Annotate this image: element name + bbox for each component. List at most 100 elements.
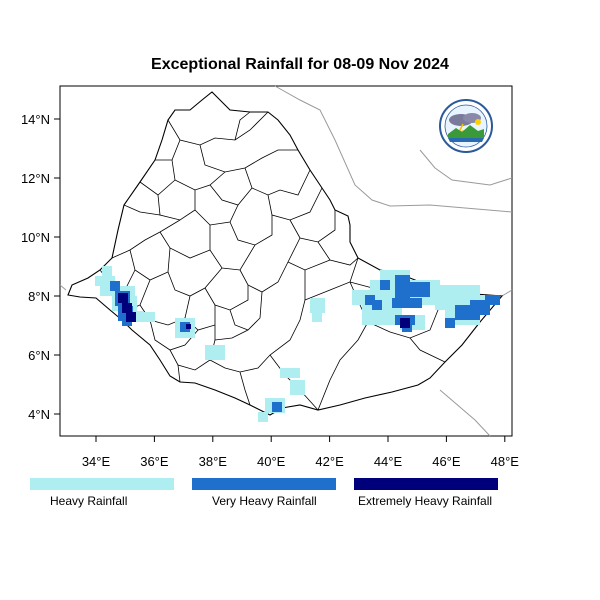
very-heavy-rainfall-cell <box>412 298 417 303</box>
heavy-rainfall-cell <box>110 276 115 281</box>
heavy-rainfall-cell <box>130 291 135 296</box>
very-heavy-rainfall-cell <box>277 407 282 412</box>
heavy-rainfall-cell <box>220 350 225 355</box>
heavy-rainfall-cell <box>205 350 210 355</box>
extremely-heavy-rainfall-cell <box>127 303 132 308</box>
heavy-rainfall-cell <box>450 300 455 305</box>
x-tick-label: 40°E <box>257 454 286 469</box>
very-heavy-rainfall-cell <box>415 292 420 297</box>
very-heavy-rainfall-cell <box>417 298 422 303</box>
very-heavy-rainfall-cell <box>455 310 460 315</box>
y-tick-label: 8°N <box>28 289 50 304</box>
heavy-rainfall-cell <box>445 310 450 315</box>
very-heavy-rainfall-cell <box>400 285 405 290</box>
heavy-rainfall-cell <box>150 312 155 317</box>
very-heavy-rainfall-cell <box>115 286 120 291</box>
heavy-rainfall-cell <box>430 285 435 290</box>
very-heavy-rainfall-cell <box>397 303 402 308</box>
very-heavy-rainfall-cell <box>460 305 465 310</box>
heavy-rainfall-cell <box>410 325 415 330</box>
heavy-rainfall-cell <box>460 295 465 300</box>
very-heavy-rainfall-cell <box>475 300 480 305</box>
heavy-rainfall-cell <box>380 275 385 280</box>
very-heavy-rainfall-cell <box>470 305 475 310</box>
heavy-rainfall-cell <box>357 290 362 295</box>
heavy-rainfall-cell <box>362 295 367 300</box>
very-heavy-rainfall-cell <box>485 305 490 310</box>
very-heavy-rainfall-cell <box>485 300 490 305</box>
very-heavy-rainfall-cell <box>180 322 185 327</box>
very-heavy-rainfall-cell <box>127 321 132 326</box>
heavy-rainfall-cell <box>190 333 195 338</box>
heavy-rainfall-cell <box>175 318 180 323</box>
heavy-rainfall-cell <box>435 280 440 285</box>
heavy-rainfall-cell <box>210 355 215 360</box>
heavy-rainfall-cell <box>370 285 375 290</box>
heavy-rainfall-cell <box>422 300 427 305</box>
heavy-rainfall-cell <box>135 312 140 317</box>
very-heavy-rainfall-cell <box>385 280 390 285</box>
very-heavy-rainfall-cell <box>405 295 410 300</box>
heavy-rainfall-cell <box>220 345 225 350</box>
heavy-rainfall-cell <box>415 320 420 325</box>
heavy-rainfall-cell <box>470 295 475 300</box>
nmi-logo-icon <box>439 99 493 153</box>
heavy-rainfall-cell <box>412 295 417 300</box>
very-heavy-rainfall-cell <box>397 298 402 303</box>
heavy-rainfall-cell <box>450 305 455 310</box>
very-heavy-rainfall-cell <box>122 321 127 326</box>
heavy-rainfall-cell <box>265 403 270 408</box>
heavy-rainfall-cell <box>370 280 375 285</box>
heavy-rainfall-cell <box>215 345 220 350</box>
heavy-rainfall-cell <box>420 325 425 330</box>
heavy-rainfall-cell <box>280 403 285 408</box>
very-heavy-rainfall-cell <box>395 320 400 325</box>
heavy-rainfall-cell <box>280 398 285 403</box>
heavy-rainfall-cell <box>285 368 290 373</box>
heavy-rainfall-cell <box>265 408 270 413</box>
very-heavy-rainfall-cell <box>490 300 495 305</box>
very-heavy-rainfall-cell <box>402 327 407 332</box>
heavy-rainfall-cell <box>357 295 362 300</box>
heavy-rainfall-cell <box>300 390 305 395</box>
heavy-rainfall-cell <box>377 315 382 320</box>
extremely-heavy-rainfall-cell <box>123 298 128 303</box>
heavy-rainfall-cell <box>377 290 382 295</box>
heavy-rainfall-cell <box>112 296 117 301</box>
very-heavy-rainfall-cell <box>455 305 460 310</box>
extremely-heavy-rainfall-cell <box>123 293 128 298</box>
x-tick-label: 34°E <box>82 454 111 469</box>
legend-label-heavy: Heavy Rainfall <box>50 494 128 508</box>
heavy-rainfall-cell <box>295 368 300 373</box>
heavy-rainfall-cell <box>145 317 150 322</box>
heavy-rainfall-cell <box>110 291 115 296</box>
very-heavy-rainfall-cell <box>460 315 465 320</box>
y-tick-label: 12°N <box>21 171 50 186</box>
extremely-heavy-rainfall-area <box>118 293 410 329</box>
very-heavy-rainfall-cell <box>410 282 415 287</box>
heavy-rainfall-cell <box>465 285 470 290</box>
y-tick-label: 4°N <box>28 407 50 422</box>
heavy-rainfall-cell <box>210 350 215 355</box>
heavy-rainfall-cell <box>367 315 372 320</box>
heavy-rainfall-cell <box>300 385 305 390</box>
very-heavy-rainfall-cell <box>410 287 415 292</box>
very-heavy-rainfall-cell <box>425 282 430 287</box>
very-heavy-rainfall-cell <box>122 316 127 321</box>
heavy-rainfall-cell <box>392 295 397 300</box>
legend-label-extreme: Extremely Heavy Rainfall <box>358 494 493 508</box>
heavy-rainfall-cell <box>295 380 300 385</box>
heavy-rainfall-cell <box>480 295 485 300</box>
very-heavy-rainfall-cell <box>480 305 485 310</box>
heavy-rainfall-cell <box>357 300 362 305</box>
heavy-rainfall-area <box>95 266 490 422</box>
very-heavy-rainfall-cell <box>370 295 375 300</box>
very-heavy-rainfall-cell <box>407 298 412 303</box>
heavy-rainfall-cell <box>275 398 280 403</box>
heavy-rainfall-cell <box>95 281 100 286</box>
heavy-rainfall-cell <box>377 320 382 325</box>
heavy-rainfall-cell <box>190 323 195 328</box>
extremely-heavy-rainfall-cell <box>118 293 123 298</box>
very-heavy-rainfall-cell <box>115 301 120 306</box>
